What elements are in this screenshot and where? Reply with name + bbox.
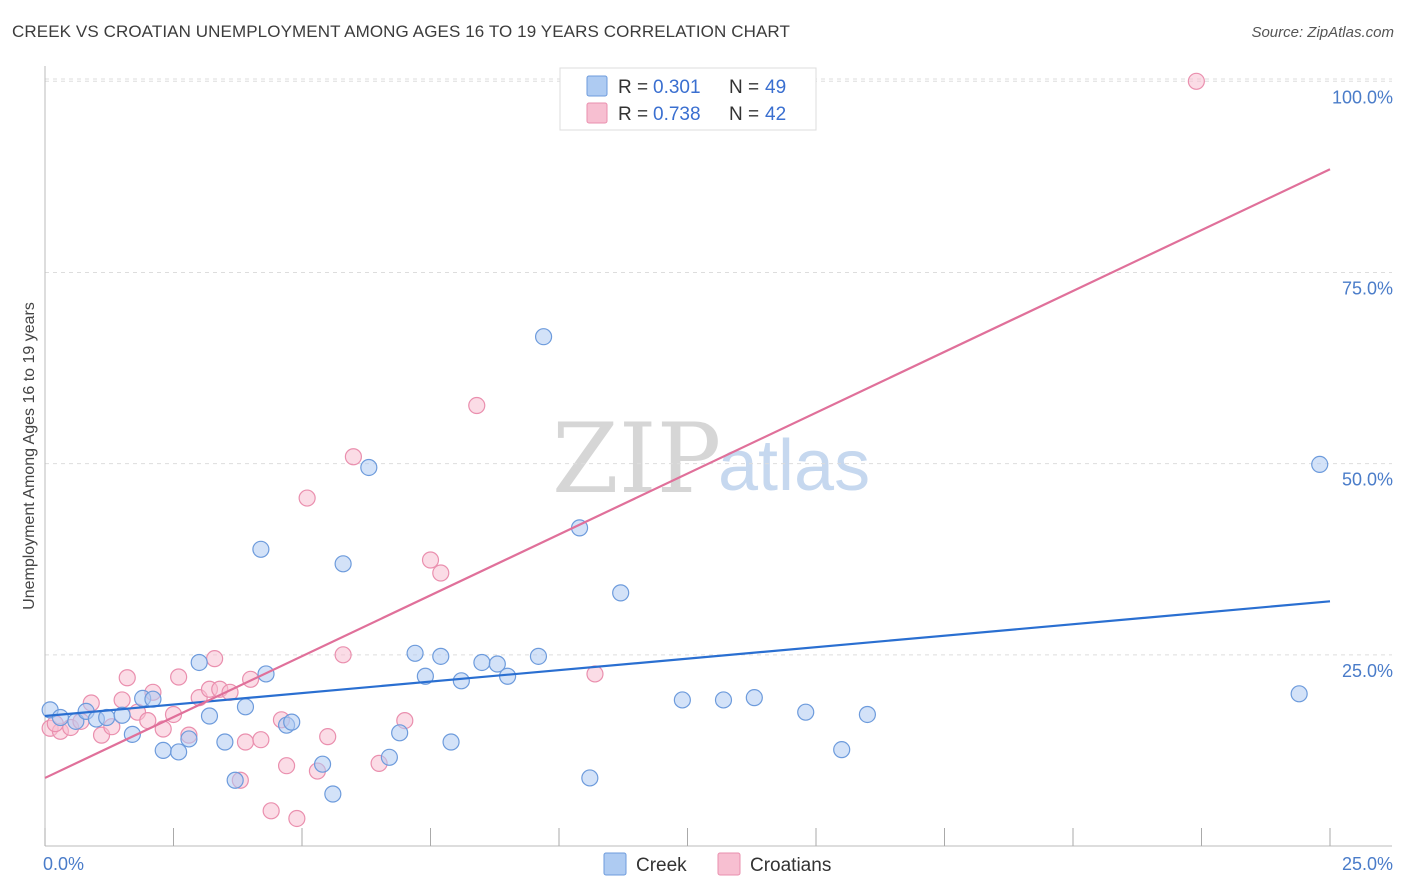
y-tick-label-50: 50.0% <box>1342 470 1393 490</box>
creek-point-22 <box>313 755 332 773</box>
croatians-point-7 <box>113 691 131 709</box>
croatians-point-8 <box>118 669 136 687</box>
croatians-point-38 <box>468 396 486 415</box>
creek-point-27 <box>391 724 409 742</box>
croatians-point-24 <box>252 731 270 749</box>
creek-point-36 <box>529 647 548 665</box>
creek-point-16 <box>226 771 244 789</box>
creek-point-15 <box>216 733 234 751</box>
trend-lines <box>44 168 1331 779</box>
y-tick-labels: 25.0% 50.0% 75.0% 100.0% <box>1332 87 1393 681</box>
chart-title: CREEK VS CROATIAN UNEMPLOYMENT AMONG AGE… <box>12 22 790 41</box>
creek-point-12 <box>180 730 198 748</box>
creek-point-14 <box>200 707 219 725</box>
croatians-point-31 <box>319 728 337 746</box>
creek-point-43 <box>745 689 763 707</box>
creek-point-46 <box>858 705 877 724</box>
croatians-point-22 <box>236 733 255 751</box>
croatians-point-32 <box>334 646 352 664</box>
creek-point-11 <box>170 743 188 761</box>
croatians-point-40 <box>1187 72 1205 90</box>
croatians-trend-line <box>44 168 1331 779</box>
croatians-series <box>41 72 1205 828</box>
creek-point-29 <box>416 667 434 685</box>
correlation-legend: R = 0.301 N = 49 R = 0.738 N = 42 <box>559 67 817 131</box>
creek-point-48 <box>1311 455 1329 474</box>
creek-point-28 <box>406 644 424 662</box>
bottom-legend-creek-swatch <box>603 852 627 876</box>
source-credit: Source: ZipAtlas.com <box>1251 24 1394 41</box>
creek-point-6 <box>113 706 131 724</box>
legend-creek-r-value: 0.301 <box>653 77 701 98</box>
bottom-legend-croatians-swatch <box>717 852 741 876</box>
creek-point-18 <box>252 540 270 558</box>
creek-point-40 <box>612 584 630 602</box>
creek-point-32 <box>452 672 470 690</box>
creek-point-41 <box>673 691 691 709</box>
watermark: ZIP atlas <box>552 403 870 515</box>
creek-point-42 <box>714 691 733 709</box>
watermark-zip: ZIP <box>552 403 721 515</box>
x-tick-label-max: 25.0% <box>1342 854 1393 874</box>
creek-point-44 <box>797 703 815 721</box>
y-axis-label: Unemployment Among Ages 16 to 19 years <box>21 302 38 610</box>
legend-croatians-r-value: 0.738 <box>653 104 701 125</box>
croatians-point-25 <box>262 802 280 820</box>
series-legend: Creek Croatians <box>603 852 831 876</box>
creek-point-1 <box>51 708 70 727</box>
creek-point-26 <box>380 748 398 766</box>
croatians-point-23 <box>242 670 260 688</box>
creek-point-17 <box>236 698 255 716</box>
x-tick-label-min: 0.0% <box>43 854 84 874</box>
croatians-point-14 <box>170 668 188 686</box>
croatians-point-28 <box>288 809 306 828</box>
creek-trend-line <box>44 600 1331 718</box>
creek-point-30 <box>432 647 450 665</box>
legend-croatians-n-label: N = <box>729 104 759 125</box>
creek-point-47 <box>1290 685 1308 703</box>
creek-point-37 <box>534 328 553 346</box>
croatians-point-37 <box>432 564 450 582</box>
creek-point-23 <box>324 785 342 803</box>
croatians-point-27 <box>277 757 296 775</box>
watermark-atlas: atlas <box>718 426 870 506</box>
gridlines <box>45 78 1392 656</box>
legend-croatians-r-label: R = <box>618 104 648 125</box>
legend-croatians-swatch <box>586 102 608 124</box>
creek-point-24 <box>334 555 352 573</box>
bottom-legend-creek-label: Creek <box>636 855 687 876</box>
croatians-point-36 <box>421 551 440 569</box>
creek-point-34 <box>488 655 506 673</box>
legend-croatians-n-value: 42 <box>765 104 786 125</box>
legend-creek-n-value: 49 <box>765 77 786 98</box>
croatians-point-18 <box>206 650 224 668</box>
creek-point-39 <box>581 769 599 787</box>
y-tick-label-25: 25.0% <box>1342 661 1393 681</box>
croatians-point-29 <box>298 489 316 507</box>
creek-point-10 <box>154 741 172 760</box>
y-tick-label-100: 100.0% <box>1332 87 1393 107</box>
creek-point-13 <box>190 653 208 672</box>
legend-creek-n-label: N = <box>729 77 759 98</box>
creek-point-31 <box>442 733 460 751</box>
legend-creek-swatch <box>586 75 608 97</box>
x-axis-ticks <box>44 828 1331 846</box>
legend-creek-r-label: R = <box>618 77 648 98</box>
croatians-point-33 <box>344 448 362 466</box>
bottom-legend-croatians-label: Croatians <box>750 855 831 876</box>
y-tick-label-75: 75.0% <box>1342 278 1393 298</box>
creek-point-25 <box>360 458 378 477</box>
creek-series <box>41 328 1329 803</box>
creek-point-45 <box>833 741 851 759</box>
creek-point-33 <box>473 653 491 672</box>
creek-point-21 <box>283 713 301 731</box>
